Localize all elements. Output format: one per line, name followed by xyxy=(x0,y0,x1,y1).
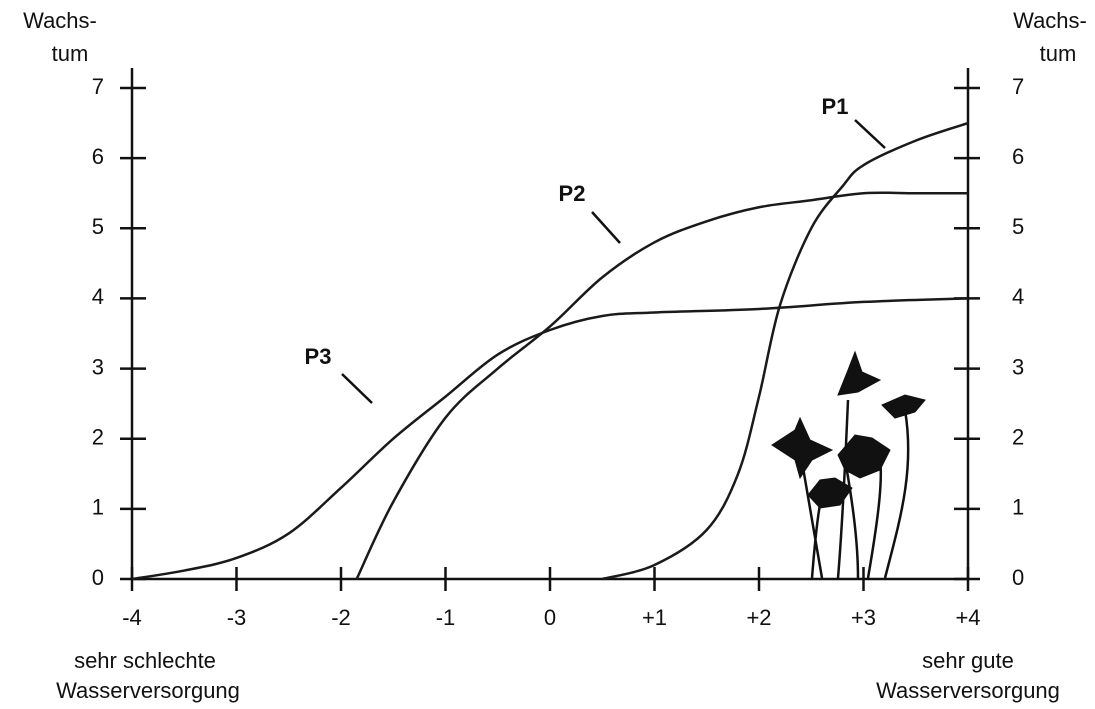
x-label-left: Wasserversorgung xyxy=(56,678,240,703)
y2-tick-label: 3 xyxy=(1012,354,1024,379)
flower-illustration xyxy=(771,350,926,579)
annotation-leader xyxy=(591,211,621,244)
x-tick-label: -2 xyxy=(331,605,351,630)
x-label-right: Wasserversorgung xyxy=(876,678,1060,703)
y-label: Wachs- xyxy=(23,8,97,33)
x-tick-label: +1 xyxy=(642,605,667,630)
y2-tick-label: 7 xyxy=(1012,74,1024,99)
y2-tick-label: 5 xyxy=(1012,214,1024,239)
annotation-leader xyxy=(341,373,373,404)
y-tick-label: 6 xyxy=(92,144,104,169)
y-tick-label: 1 xyxy=(92,495,104,520)
x-tick-label: +2 xyxy=(746,605,771,630)
series-label: P3 xyxy=(305,344,332,369)
series-label: P2 xyxy=(559,181,586,206)
line-series xyxy=(355,191,968,580)
x-tick-label: 0 xyxy=(544,605,556,630)
y-tick-label: 3 xyxy=(92,354,104,379)
x-tick-label: -1 xyxy=(436,605,456,630)
y2-label: tum xyxy=(1040,41,1077,66)
annotation-leader xyxy=(854,119,886,149)
x-tick-label: -4 xyxy=(122,605,142,630)
x-label-left: sehr schlechte xyxy=(74,648,216,673)
y-label: tum xyxy=(52,41,89,66)
x-tick-label: -3 xyxy=(227,605,247,630)
y2-tick-label: 0 xyxy=(1012,565,1024,590)
x-tick-label: +3 xyxy=(851,605,876,630)
x-label-right: sehr gute xyxy=(922,648,1014,673)
y2-tick-label: 6 xyxy=(1012,144,1024,169)
y-tick-label: 0 xyxy=(92,565,104,590)
y2-label: Wachs- xyxy=(1013,8,1087,33)
line-series xyxy=(131,297,969,581)
line-series xyxy=(601,121,969,581)
y2-tick-label: 4 xyxy=(1012,284,1024,309)
y2-tick-label: 2 xyxy=(1012,425,1024,450)
y-tick-label: 5 xyxy=(92,214,104,239)
series-label: P1 xyxy=(822,94,849,119)
y-tick-label: 7 xyxy=(92,74,104,99)
y-tick-label: 4 xyxy=(92,284,104,309)
y2-tick-label: 1 xyxy=(1012,495,1024,520)
y-tick-label: 2 xyxy=(92,425,104,450)
x-tick-label: +4 xyxy=(955,605,980,630)
